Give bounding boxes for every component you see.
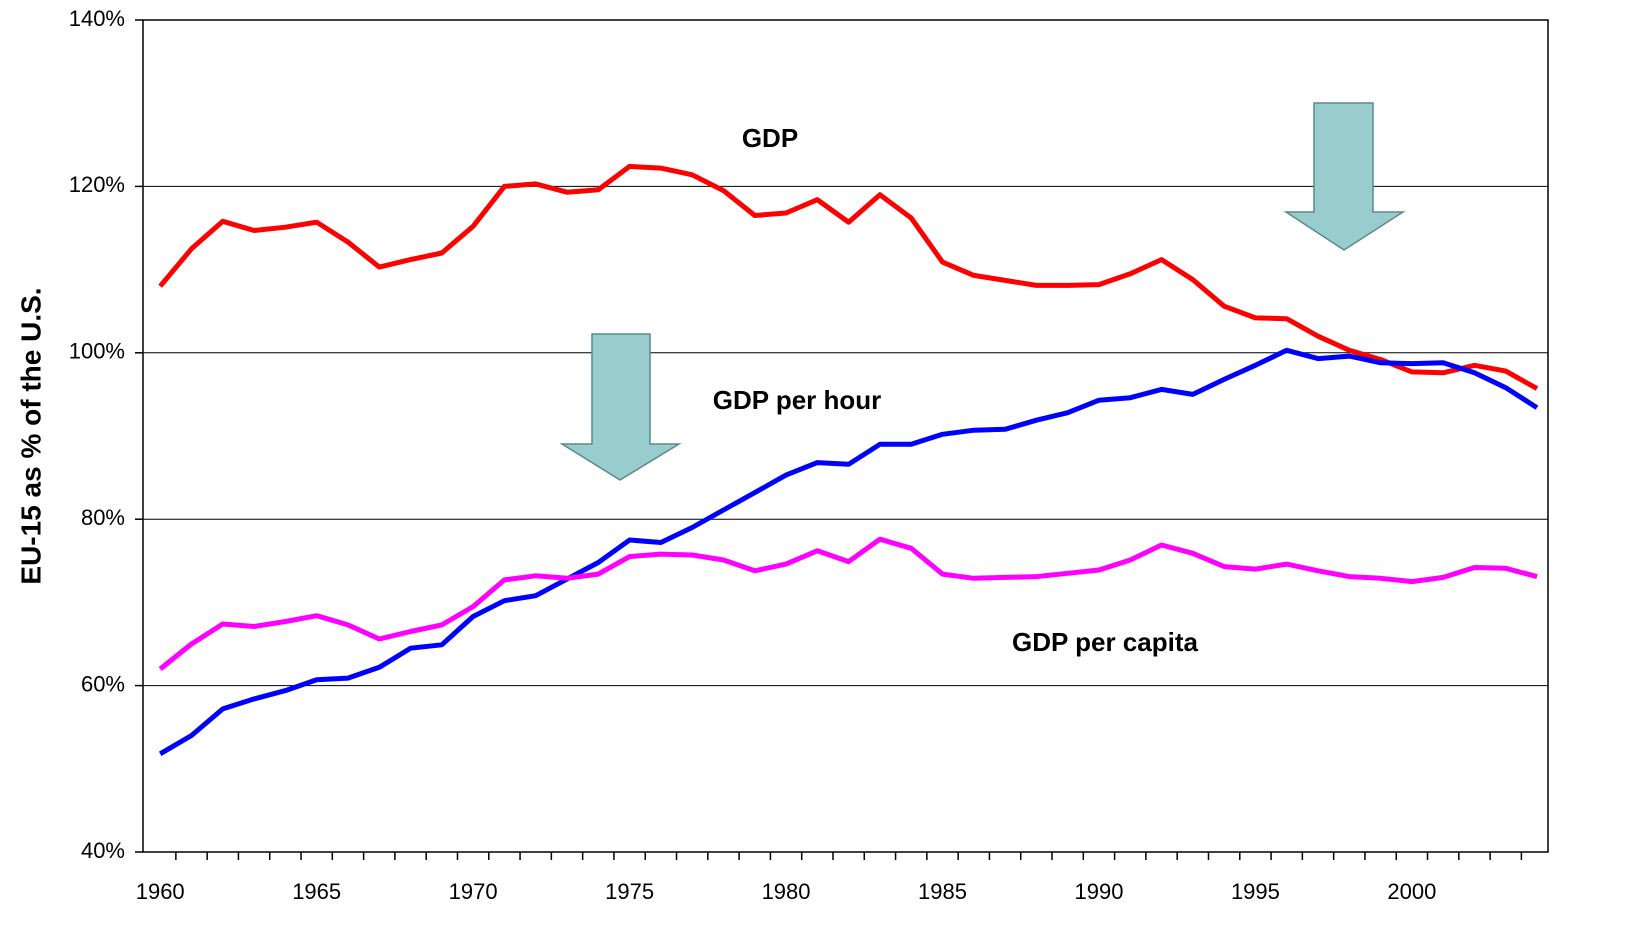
y-tick-label: 40%: [81, 838, 125, 863]
x-tick-label: 1960: [136, 879, 185, 904]
y-tick-label: 80%: [81, 505, 125, 530]
series-line: [158, 536, 1538, 671]
series-label: GDP per hour: [713, 385, 882, 415]
x-tick-label: 1965: [292, 879, 341, 904]
y-tick-label: 140%: [69, 6, 125, 31]
x-tick-label: 1990: [1074, 879, 1123, 904]
x-tick-label: 1975: [605, 879, 654, 904]
x-tick-label: 1980: [762, 879, 811, 904]
x-tick-label: 2000: [1387, 879, 1436, 904]
y-tick-label: 120%: [69, 172, 125, 197]
series-line: [158, 163, 1539, 391]
x-tick-label: 1995: [1231, 879, 1280, 904]
x-tick-label: 1970: [449, 879, 498, 904]
arrow-shape: [1283, 102, 1406, 251]
series-label: GDP: [742, 123, 798, 153]
y-tick-label: 100%: [69, 339, 125, 364]
series-line: [158, 347, 1539, 756]
y-axis-label: EU-15 as % of the U.S.: [15, 287, 46, 584]
arrow: [559, 333, 682, 481]
y-tick-label: 60%: [81, 671, 125, 696]
arrow: [1283, 102, 1406, 251]
arrow-shape: [559, 333, 682, 481]
x-tick-label: 1985: [918, 879, 967, 904]
series-label: GDP per capita: [1012, 627, 1198, 657]
